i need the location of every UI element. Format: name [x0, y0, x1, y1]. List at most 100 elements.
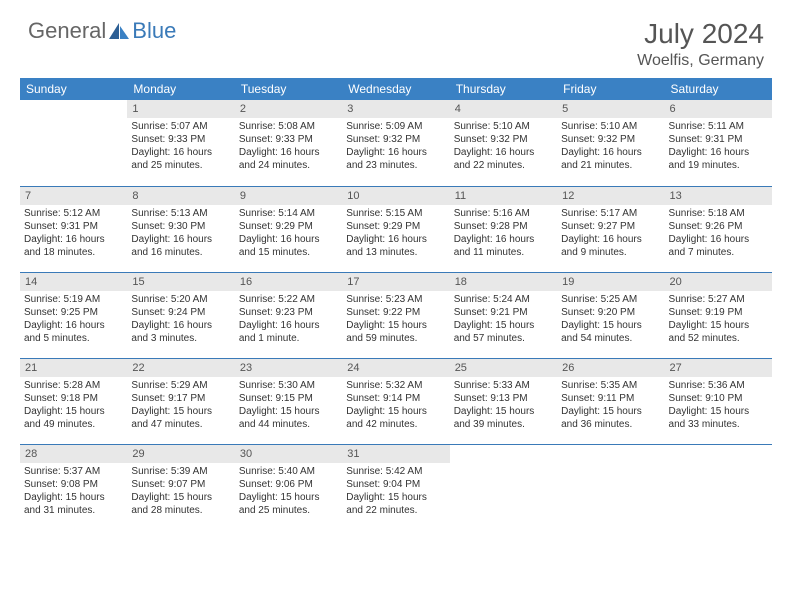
sunset-text: Sunset: 9:32 PM [346, 133, 445, 146]
day-details: Sunrise: 5:42 AMSunset: 9:04 PMDaylight:… [342, 465, 449, 521]
day-details: Sunrise: 5:14 AMSunset: 9:29 PMDaylight:… [235, 207, 342, 263]
day-number: 18 [450, 273, 557, 291]
logo-text-general: General [28, 18, 106, 44]
day-number: 7 [20, 187, 127, 205]
daylight-text: Daylight: 15 hours [346, 491, 445, 504]
daylight-text: Daylight: 16 hours [669, 233, 768, 246]
calendar-day-cell: 11Sunrise: 5:16 AMSunset: 9:28 PMDayligh… [450, 186, 557, 272]
daylight-text: Daylight: 15 hours [669, 405, 768, 418]
calendar-day-cell: 16 Sunrise: 5:22 AMSunset: 9:23 PMDayligh… [235, 272, 342, 358]
sunrise-text: Sunrise: 5:28 AM [24, 379, 123, 392]
sunset-text: Sunset: 9:32 PM [454, 133, 553, 146]
weekday-header: Tuesday [235, 78, 342, 100]
day-number: 6 [665, 100, 772, 118]
calendar-day-cell: 28 Sunrise: 5:37 AMSunset: 9:08 PMDayligh… [20, 444, 127, 530]
calendar-day-cell: 25Sunrise: 5:33 AMSunset: 9:13 PMDayligh… [450, 358, 557, 444]
daylight-text: Daylight: 15 hours [561, 319, 660, 332]
daylight-text: Daylight: 16 hours [346, 146, 445, 159]
day-number: 27 [665, 359, 772, 377]
day-details: Sunrise: 5:22 AMSunset: 9:23 PMDaylight:… [235, 293, 342, 349]
daylight-text: Daylight: 16 hours [131, 233, 230, 246]
day-number: 17 [342, 273, 449, 291]
day-details: Sunrise: 5:28 AMSunset: 9:18 PMDaylight:… [20, 379, 127, 435]
day-number: 1 [127, 100, 234, 118]
daylight-text: and 13 minutes. [346, 246, 445, 259]
calendar-day-cell: 15Sunrise: 5:20 AMSunset: 9:24 PMDayligh… [127, 272, 234, 358]
day-details: Sunrise: 5:10 AMSunset: 9:32 PMDaylight:… [450, 120, 557, 176]
calendar-day-cell: 21Sunrise: 5:28 AMSunset: 9:18 PMDayligh… [20, 358, 127, 444]
day-details: Sunrise: 5:30 AMSunset: 9:15 PMDaylight:… [235, 379, 342, 435]
calendar-day-cell: 24Sunrise: 5:32 AMSunset: 9:14 PMDayligh… [342, 358, 449, 444]
sunset-text: Sunset: 9:14 PM [346, 392, 445, 405]
sunset-text: Sunset: 9:08 PM [24, 478, 123, 491]
calendar-table: Sunday Monday Tuesday Wednesday Thursday… [20, 78, 772, 530]
sunset-text: Sunset: 9:24 PM [131, 306, 230, 319]
sunrise-text: Sunrise: 5:08 AM [239, 120, 338, 133]
daylight-text: and 36 minutes. [561, 418, 660, 431]
daylight-text: Daylight: 16 hours [669, 146, 768, 159]
sunrise-text: Sunrise: 5:33 AM [454, 379, 553, 392]
calendar-day-cell: 6Sunrise: 5:11 AMSunset: 9:31 PMDaylight… [665, 100, 772, 186]
daylight-text: Daylight: 16 hours [131, 146, 230, 159]
daylight-text: Daylight: 16 hours [454, 233, 553, 246]
daylight-text: Daylight: 16 hours [131, 319, 230, 332]
sunset-text: Sunset: 9:07 PM [131, 478, 230, 491]
calendar-day-cell: 12Sunrise: 5:17 AMSunset: 9:27 PMDayligh… [557, 186, 664, 272]
day-number: 8 [127, 187, 234, 205]
sunset-text: Sunset: 9:06 PM [239, 478, 338, 491]
weekday-header: Sunday [20, 78, 127, 100]
sunrise-text: Sunrise: 5:24 AM [454, 293, 553, 306]
day-number: 26 [557, 359, 664, 377]
day-details: Sunrise: 5:07 AMSunset: 9:33 PMDaylight:… [127, 120, 234, 176]
sunrise-text: Sunrise: 5:25 AM [561, 293, 660, 306]
sunrise-text: Sunrise: 5:13 AM [131, 207, 230, 220]
day-details: Sunrise: 5:25 AMSunset: 9:20 PMDaylight:… [557, 293, 664, 349]
sunset-text: Sunset: 9:32 PM [561, 133, 660, 146]
calendar-day-cell [450, 444, 557, 530]
sunrise-text: Sunrise: 5:27 AM [669, 293, 768, 306]
day-number: 16 [235, 273, 342, 291]
sunset-text: Sunset: 9:17 PM [131, 392, 230, 405]
day-details: Sunrise: 5:12 AMSunset: 9:31 PMDaylight:… [20, 207, 127, 263]
day-number: 28 [20, 445, 127, 463]
sunset-text: Sunset: 9:22 PM [346, 306, 445, 319]
daylight-text: Daylight: 15 hours [454, 405, 553, 418]
day-number: 4 [450, 100, 557, 118]
daylight-text: and 47 minutes. [131, 418, 230, 431]
daylight-text: Daylight: 15 hours [669, 319, 768, 332]
sunrise-text: Sunrise: 5:22 AM [239, 293, 338, 306]
logo-text-blue: Blue [132, 18, 176, 44]
day-details: Sunrise: 5:23 AMSunset: 9:22 PMDaylight:… [342, 293, 449, 349]
daylight-text: and 18 minutes. [24, 246, 123, 259]
daylight-text: and 1 minute. [239, 332, 338, 345]
sunset-text: Sunset: 9:31 PM [669, 133, 768, 146]
sunrise-text: Sunrise: 5:42 AM [346, 465, 445, 478]
day-details: Sunrise: 5:09 AMSunset: 9:32 PMDaylight:… [342, 120, 449, 176]
daylight-text: Daylight: 16 hours [239, 319, 338, 332]
calendar-day-cell: 5Sunrise: 5:10 AMSunset: 9:32 PMDaylight… [557, 100, 664, 186]
daylight-text: Daylight: 15 hours [24, 405, 123, 418]
calendar-day-cell: 27Sunrise: 5:36 AMSunset: 9:10 PMDayligh… [665, 358, 772, 444]
calendar-day-cell: 30Sunrise: 5:40 AMSunset: 9:06 PMDayligh… [235, 444, 342, 530]
sunset-text: Sunset: 9:21 PM [454, 306, 553, 319]
sunset-text: Sunset: 9:30 PM [131, 220, 230, 233]
daylight-text: Daylight: 15 hours [346, 405, 445, 418]
sunrise-text: Sunrise: 5:09 AM [346, 120, 445, 133]
daylight-text: and 52 minutes. [669, 332, 768, 345]
day-details: Sunrise: 5:37 AMSunset: 9:08 PMDaylight:… [20, 465, 127, 521]
sunset-text: Sunset: 9:18 PM [24, 392, 123, 405]
daylight-text: and 9 minutes. [561, 246, 660, 259]
day-number: 3 [342, 100, 449, 118]
daylight-text: and 22 minutes. [454, 159, 553, 172]
daylight-text: and 19 minutes. [669, 159, 768, 172]
sunset-text: Sunset: 9:10 PM [669, 392, 768, 405]
calendar-day-cell: 20Sunrise: 5:27 AMSunset: 9:19 PMDayligh… [665, 272, 772, 358]
daylight-text: and 57 minutes. [454, 332, 553, 345]
calendar-day-cell: 3 Sunrise: 5:09 AMSunset: 9:32 PMDaylight… [342, 100, 449, 186]
sunset-text: Sunset: 9:25 PM [24, 306, 123, 319]
logo-sail-icon [108, 22, 130, 40]
sunset-text: Sunset: 9:33 PM [131, 133, 230, 146]
weekday-header: Saturday [665, 78, 772, 100]
daylight-text: Daylight: 16 hours [239, 233, 338, 246]
sunrise-text: Sunrise: 5:19 AM [24, 293, 123, 306]
